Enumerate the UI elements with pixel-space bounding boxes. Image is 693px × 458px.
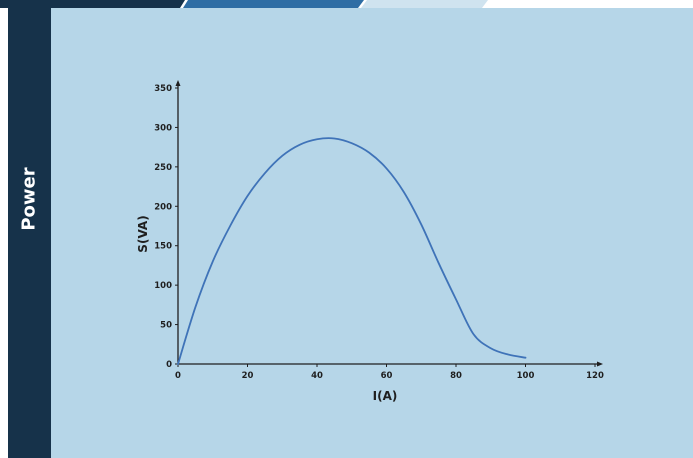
x-tick-label: 60 — [381, 371, 393, 381]
y-tick-label: 300 — [154, 123, 172, 133]
tab-1[interactable] — [0, 0, 185, 8]
y-tick-label: 100 — [154, 281, 172, 291]
top-tab-strip — [0, 0, 488, 8]
y-tick-label: 150 — [154, 242, 172, 252]
chart: 0 20 40 60 80 100 120 0 50 100 150 200 250 300 350 I(A… — [136, 80, 604, 403]
tab-2[interactable] — [183, 0, 364, 8]
y-tick-label: 250 — [154, 163, 172, 173]
y-axis-label: S(VA) — [136, 215, 150, 252]
chart-panel: 0 20 40 60 80 100 120 0 50 100 150 200 250 300 350 I(A… — [51, 8, 693, 458]
x-tick-label: 0 — [175, 371, 181, 381]
y-tick-label: 0 — [166, 360, 172, 370]
x-tick-label: 120 — [586, 371, 604, 381]
x-tick-label: 20 — [242, 371, 254, 381]
y-tick-label: 200 — [154, 202, 172, 212]
x-axis-arrow — [597, 361, 603, 367]
y-axis-arrow — [175, 80, 181, 86]
x-tick-label: 80 — [450, 371, 462, 381]
x-tick-label: 100 — [517, 371, 535, 381]
y-tick-label: 350 — [154, 84, 172, 94]
ticks: 0 20 40 60 80 100 120 0 50 100 150 200 250 300 350 — [154, 84, 604, 381]
y-tick-label: 50 — [160, 321, 172, 331]
x-axis-label: I(A) — [373, 389, 398, 403]
axes — [175, 80, 603, 367]
series — [177, 137, 527, 365]
x-tick-label: 40 — [311, 371, 323, 381]
tab-3[interactable] — [361, 0, 488, 8]
series-line — [177, 137, 527, 365]
sidebar — [8, 8, 51, 458]
sidebar-label: Power — [18, 167, 40, 231]
left-edge — [0, 8, 8, 458]
